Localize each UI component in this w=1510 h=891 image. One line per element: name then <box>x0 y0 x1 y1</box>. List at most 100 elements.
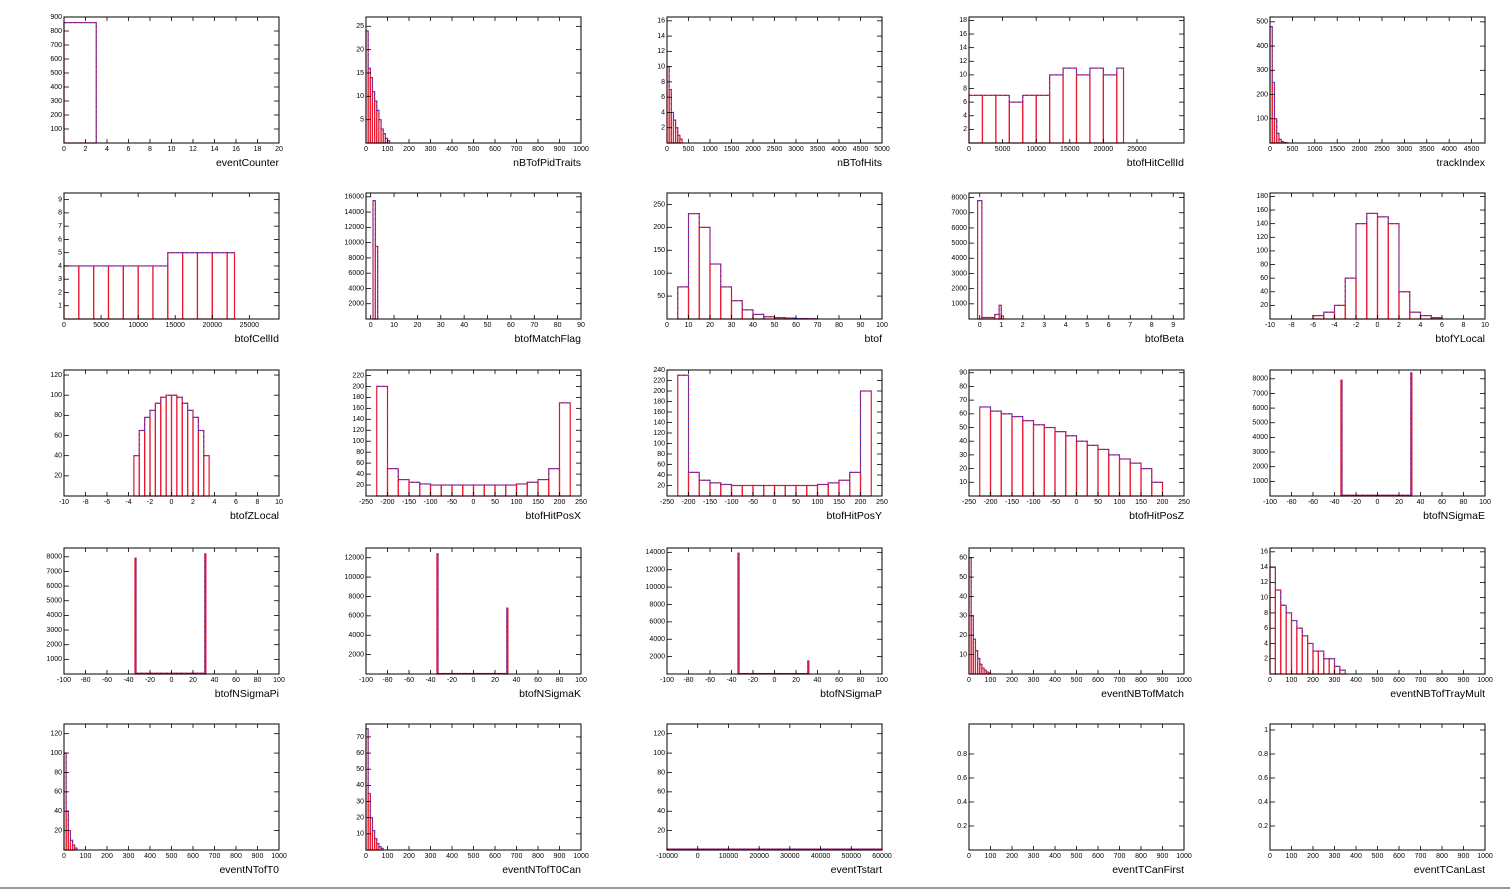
x-tick-label: 0 <box>967 146 971 153</box>
y-tick-label: 80 <box>1260 261 1268 268</box>
x-tick-label: 1500 <box>724 146 740 153</box>
x-tick-label: 100 <box>812 499 824 506</box>
y-tick-label: 12 <box>657 48 665 55</box>
histogram-bin <box>93 265 110 320</box>
x-axis-label: btofHitPosZ <box>1129 510 1184 522</box>
x-tick-label: 100 <box>382 146 394 153</box>
y-tick-label: 8 <box>963 85 967 92</box>
histogram-bin <box>1301 635 1309 675</box>
y-tick-label: 10000 <box>345 239 365 246</box>
x-tick-label: 0 <box>62 853 66 860</box>
y-tick-label: 10 <box>356 93 364 100</box>
y-tick-label: 20 <box>54 827 62 834</box>
x-tick-label: 40 <box>814 677 822 684</box>
x-tick-label: 10 <box>685 322 693 329</box>
y-tick-label: 7 <box>58 223 62 230</box>
histogram-bin <box>472 484 485 497</box>
x-tick-label: -40 <box>726 677 736 684</box>
x-tick-label: 800 <box>230 853 242 860</box>
y-tick-label: 70 <box>959 397 967 404</box>
y-tick-label: 50 <box>959 424 967 431</box>
y-tick-label: 400 <box>1256 43 1268 50</box>
x-tick-label: 8 <box>1462 322 1466 329</box>
y-tick-label: 100 <box>352 438 364 445</box>
x-tick-label: -200 <box>681 499 695 506</box>
x-tick-label: 2500 <box>1374 146 1390 153</box>
plot-frame <box>968 547 1185 675</box>
histogram-bin <box>677 286 690 320</box>
histogram-bin <box>526 481 539 497</box>
x-tick-label: -50 <box>1050 499 1060 506</box>
x-tick-label: 20000 <box>1094 146 1114 153</box>
x-tick-label: 15000 <box>1060 146 1080 153</box>
y-tick-label: 8000 <box>649 601 665 608</box>
histogram-bin <box>182 252 199 320</box>
histogram-bin <box>167 252 184 320</box>
x-tick-label: 40 <box>460 322 468 329</box>
y-tick-label: 20 <box>356 47 364 54</box>
y-tick-label: 20 <box>356 815 364 822</box>
histogram-bin <box>752 313 765 320</box>
y-tick-label: 4 <box>963 113 967 120</box>
histogram-bin <box>1035 94 1051 144</box>
x-tick-label: -8 <box>1288 322 1294 329</box>
x-tick-label: 60 <box>835 677 843 684</box>
y-tick-label: 2000 <box>46 642 62 649</box>
x-tick-label: 4000 <box>831 146 847 153</box>
x-tick-label: -60 <box>102 677 112 684</box>
histogram-outline <box>977 200 1004 318</box>
y-tick-label: 10000 <box>646 584 666 591</box>
histogram-outline <box>1270 566 1346 671</box>
y-tick-label: 120 <box>653 731 665 738</box>
x-tick-label: 500 <box>468 146 480 153</box>
plot-frame <box>968 723 1185 851</box>
histogram-bin <box>730 300 743 320</box>
x-tick-label: 100 <box>876 677 888 684</box>
x-tick-label: 0 <box>665 146 669 153</box>
x-tick-label: 30 <box>437 322 445 329</box>
x-tick-label: 1 <box>999 322 1003 329</box>
x-tick-label: 500 <box>1071 677 1083 684</box>
y-tick-label: 5000 <box>1252 420 1268 427</box>
y-tick-label: 8000 <box>348 255 364 262</box>
histogram-bin <box>196 252 213 320</box>
x-tick-label: -20 <box>1351 499 1361 506</box>
y-tick-label: 180 <box>352 394 364 401</box>
y-tick-label: 100 <box>50 750 62 757</box>
y-tick-label: 16 <box>959 31 967 38</box>
x-tick-label: 200 <box>855 499 867 506</box>
y-tick-label: 900 <box>50 14 62 21</box>
x-tick-label: 4500 <box>853 146 869 153</box>
histogram-bin <box>752 484 765 497</box>
x-tick-label: 900 <box>1458 853 1470 860</box>
x-tick-label: 3000 <box>788 146 804 153</box>
y-tick-label: 20 <box>1260 302 1268 309</box>
x-tick-label: 500 <box>1372 853 1384 860</box>
x-tick-label: 900 <box>1157 853 1169 860</box>
x-tick-label: 4500 <box>1464 146 1480 153</box>
x-tick-label: 20 <box>1395 499 1403 506</box>
histogram-bin <box>1022 94 1037 144</box>
y-tick-label: 3000 <box>951 270 967 277</box>
x-tick-label: 5 <box>1085 322 1089 329</box>
y-tick-label: 8 <box>661 79 665 86</box>
x-tick-label: 5000 <box>995 146 1011 153</box>
histogram-outline <box>667 66 683 140</box>
x-tick-label: 100 <box>985 677 997 684</box>
y-tick-label: 60 <box>356 750 364 757</box>
x-tick-label: 1000 <box>1307 146 1323 153</box>
y-tick-label: 6000 <box>348 613 364 620</box>
x-axis-label: eventTCanLast <box>1414 864 1485 876</box>
y-tick-label: 80 <box>959 383 967 390</box>
y-tick-label: 0.2 <box>1258 823 1268 830</box>
x-tick-label: 600 <box>1393 853 1405 860</box>
x-axis-label: btofNSigmaK <box>519 688 581 700</box>
x-tick-label: 200 <box>101 853 113 860</box>
x-tick-label: -80 <box>80 677 90 684</box>
x-axis-label: btofBeta <box>1145 333 1184 345</box>
histogram-bin <box>176 396 183 497</box>
x-tick-label: -20 <box>748 677 758 684</box>
histogram-bin <box>152 265 169 320</box>
x-tick-label: 0 <box>1268 853 1272 860</box>
histogram-bin <box>989 410 1002 497</box>
